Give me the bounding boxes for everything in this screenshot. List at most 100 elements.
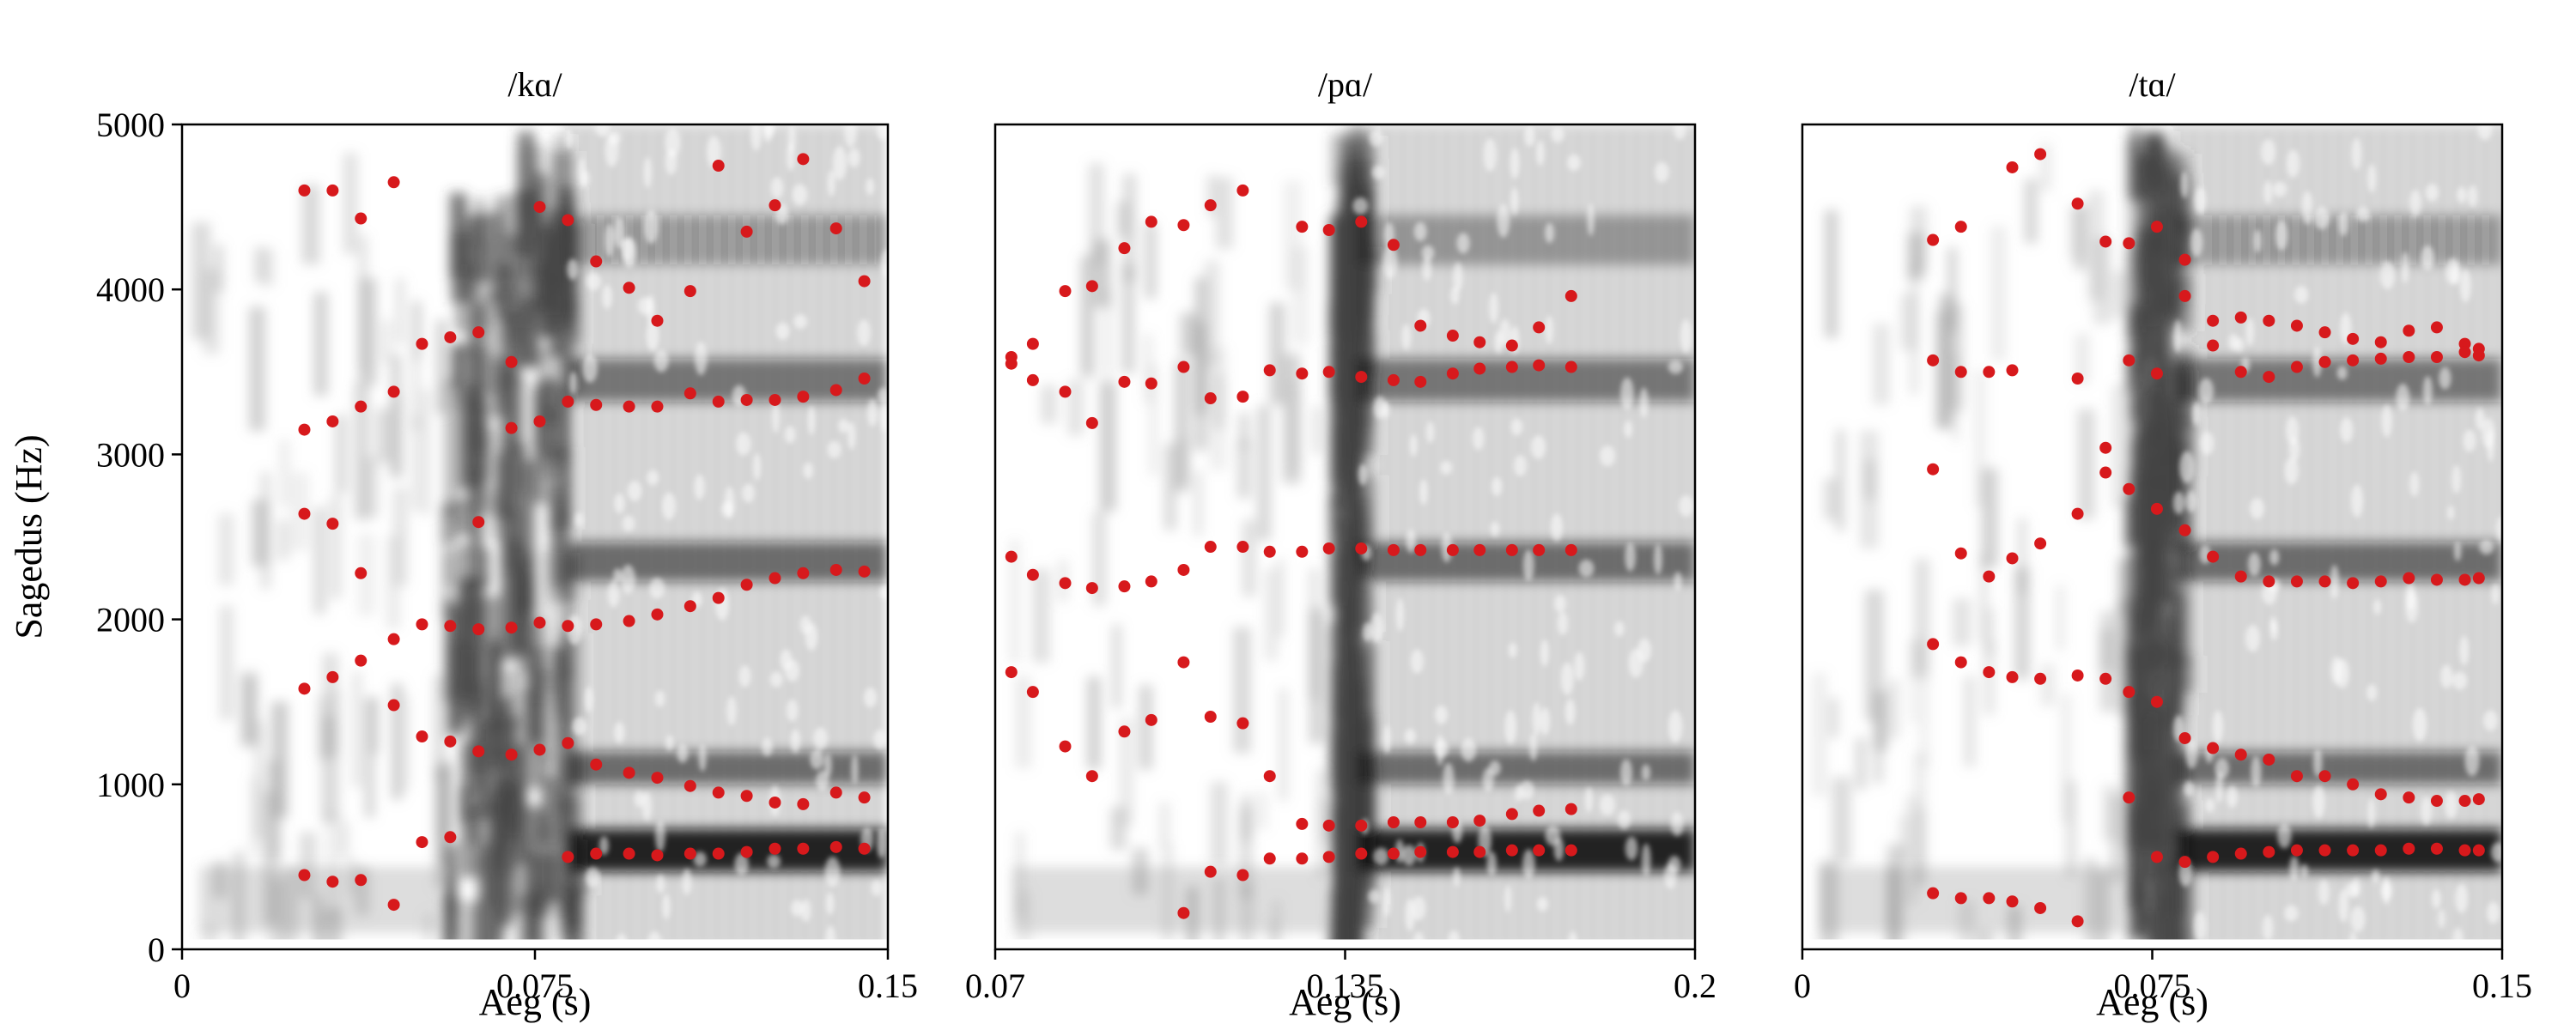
formant-point <box>1026 337 1039 350</box>
formant-point <box>2207 314 2220 327</box>
formant-point <box>2071 915 2084 928</box>
formant-point <box>416 836 428 849</box>
formant-point <box>740 225 753 238</box>
formant-point <box>1118 375 1131 388</box>
formant-point <box>2123 686 2136 699</box>
formant-point <box>298 869 311 882</box>
formant-point <box>1387 847 1400 860</box>
formant-point <box>1983 666 1996 679</box>
formant-point <box>1355 847 1368 860</box>
formant-point <box>683 600 696 613</box>
formant-point <box>1296 367 1309 380</box>
formant-point <box>712 786 725 799</box>
formant-point <box>472 745 485 758</box>
formant-point <box>1005 550 1018 563</box>
formant-point <box>2290 319 2303 332</box>
formant-point <box>2034 901 2047 914</box>
formant-point <box>2430 795 2443 808</box>
formant-point <box>1355 215 1368 228</box>
formant-point <box>2263 314 2275 327</box>
formant-point <box>740 790 753 803</box>
formant-point <box>1059 577 1072 590</box>
formant-point <box>1564 360 1577 373</box>
formant-point <box>1564 289 1577 302</box>
formant-point <box>355 566 368 579</box>
y-tick-label: 5000 <box>96 106 165 144</box>
formant-point <box>387 633 400 645</box>
formant-point <box>712 591 725 604</box>
formant-point <box>2263 753 2275 766</box>
formant-point <box>472 326 485 339</box>
formant-point <box>2234 311 2247 324</box>
formant-point <box>2403 572 2415 585</box>
formant-point <box>623 615 635 627</box>
formant-point <box>1533 321 1546 334</box>
formant-point <box>1118 580 1131 593</box>
formant-point <box>1204 865 1217 878</box>
formant-point <box>590 398 603 411</box>
formant-point <box>355 874 368 887</box>
formant-point <box>651 314 664 327</box>
formant-point <box>2099 441 2112 454</box>
formant-point <box>2458 844 2471 857</box>
formant-point <box>2374 352 2387 365</box>
formant-point <box>590 847 603 860</box>
formant-point <box>2374 788 2387 801</box>
formant-point <box>1473 362 1486 375</box>
formant-point <box>1564 803 1577 815</box>
formant-point <box>2290 360 2303 373</box>
formant-point <box>505 421 518 434</box>
formant-point <box>1263 545 1276 558</box>
formant-point <box>2234 847 2247 860</box>
formant-point <box>2347 577 2360 590</box>
formant-point <box>1533 844 1546 857</box>
formant-point <box>2458 346 2471 359</box>
formant-point <box>298 507 311 520</box>
formant-point <box>298 184 311 197</box>
formant-point <box>2318 844 2331 857</box>
formant-point <box>1118 725 1131 738</box>
y-tick-label: 4000 <box>96 270 165 309</box>
formant-point <box>651 849 664 862</box>
formant-point <box>1446 845 1459 858</box>
formant-point <box>562 736 574 749</box>
formant-point <box>355 400 368 413</box>
formant-point <box>651 608 664 621</box>
formant-point <box>1177 656 1190 669</box>
y-tick-label: 3000 <box>96 435 165 474</box>
formant-point <box>1355 819 1368 832</box>
formant-points <box>1005 184 1577 919</box>
formant-point <box>472 516 485 529</box>
x-tick-label: 0.15 <box>858 966 918 1005</box>
formant-point <box>1473 815 1486 827</box>
formant-point <box>416 337 428 350</box>
formant-point <box>562 395 574 408</box>
formant-point <box>1296 221 1309 233</box>
x-tick-label: 0.135 <box>1307 966 1384 1005</box>
formant-point <box>387 899 400 912</box>
formant-point <box>2150 695 2163 708</box>
formant-point <box>2150 502 2163 515</box>
formant-point <box>533 616 546 629</box>
formant-point <box>2234 748 2247 761</box>
formant-point <box>623 847 635 860</box>
formant-point <box>2099 466 2112 479</box>
formant-point <box>1145 215 1157 228</box>
formant-point <box>1322 819 1335 832</box>
formant-point <box>1533 543 1546 556</box>
formant-point <box>1236 717 1249 730</box>
y-tick-label: 0 <box>148 930 165 969</box>
formant-point <box>2472 793 2485 806</box>
formant-point <box>683 779 696 792</box>
formant-point <box>1204 199 1217 212</box>
formant-point <box>1927 354 1940 367</box>
formant-point <box>740 393 753 406</box>
formant-point <box>2099 235 2112 248</box>
formant-point <box>590 758 603 771</box>
formant-point <box>2071 372 2084 385</box>
formant-point <box>1954 656 1967 669</box>
formant-point <box>1446 330 1459 342</box>
formant-point <box>2458 795 2471 808</box>
formant-point <box>797 842 810 855</box>
formant-point <box>1085 280 1098 293</box>
